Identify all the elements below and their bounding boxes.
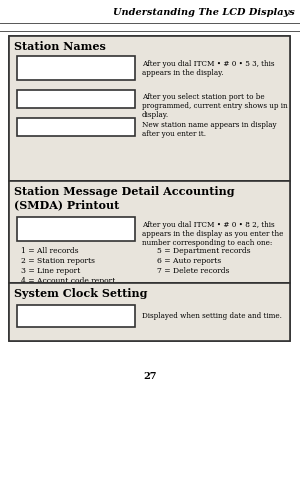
- Text: STATION NAME
STA NUM:: STATION NAME STA NUM:: [21, 61, 94, 78]
- Text: 3 = Line report: 3 = Line report: [21, 267, 80, 275]
- Text: 5 = Department records: 5 = Department records: [157, 246, 250, 255]
- Text: Station Names: Station Names: [14, 41, 106, 52]
- Text: After you select station port to be
programmed, current entry shows up in
displa: After you select station port to be prog…: [142, 93, 288, 119]
- Bar: [17, 57, 135, 81]
- Text: 6 = Auto reports: 6 = Auto reports: [157, 257, 221, 265]
- Text: New station name appears in display
after you enter it.: New station name appears in display afte…: [142, 121, 277, 138]
- Text: PRINTOUT
SMDA PRINTOUTS: PRINTOUT SMDA PRINTOUTS: [21, 221, 107, 238]
- Text: 4 = Account code report: 4 = Account code report: [21, 277, 115, 285]
- Text: System Clock Setting: System Clock Setting: [14, 288, 148, 299]
- Bar: [17, 91, 135, 109]
- Text: 27: 27: [143, 371, 157, 380]
- Bar: [17, 306, 135, 327]
- Text: After you dial ITCM • # 0 • 5 3, this
appears in the display.: After you dial ITCM • # 0 • 5 3, this ap…: [142, 60, 274, 77]
- Text: YYYYYYYY: YYYYYYYY: [21, 123, 69, 131]
- Bar: [9, 284, 290, 341]
- Text: Station Message Detail Accounting
(SMDA) Printout: Station Message Detail Accounting (SMDA)…: [14, 186, 235, 209]
- Bar: [9, 37, 290, 182]
- Bar: [9, 182, 290, 284]
- Text: SET  CLOCK: SET CLOCK: [22, 312, 85, 320]
- Bar: [17, 119, 135, 137]
- Bar: [17, 217, 135, 241]
- Text: 1 = All records: 1 = All records: [21, 246, 79, 255]
- Text: 2 = Station reports: 2 = Station reports: [21, 257, 95, 265]
- Text: 7 = Delete records: 7 = Delete records: [157, 267, 230, 275]
- Bar: [9, 37, 290, 341]
- Text: Understanding The LCD Displays: Understanding The LCD Displays: [113, 8, 295, 17]
- Text: After you dial ITCM • # 0 • 8 2, this
appears in the display as you enter the
nu: After you dial ITCM • # 0 • 8 2, this ap…: [142, 220, 284, 247]
- Text: Displayed when setting date and time.: Displayed when setting date and time.: [142, 312, 282, 319]
- Text: NAME: XXXXXX: NAME: XXXXXX: [21, 95, 96, 103]
